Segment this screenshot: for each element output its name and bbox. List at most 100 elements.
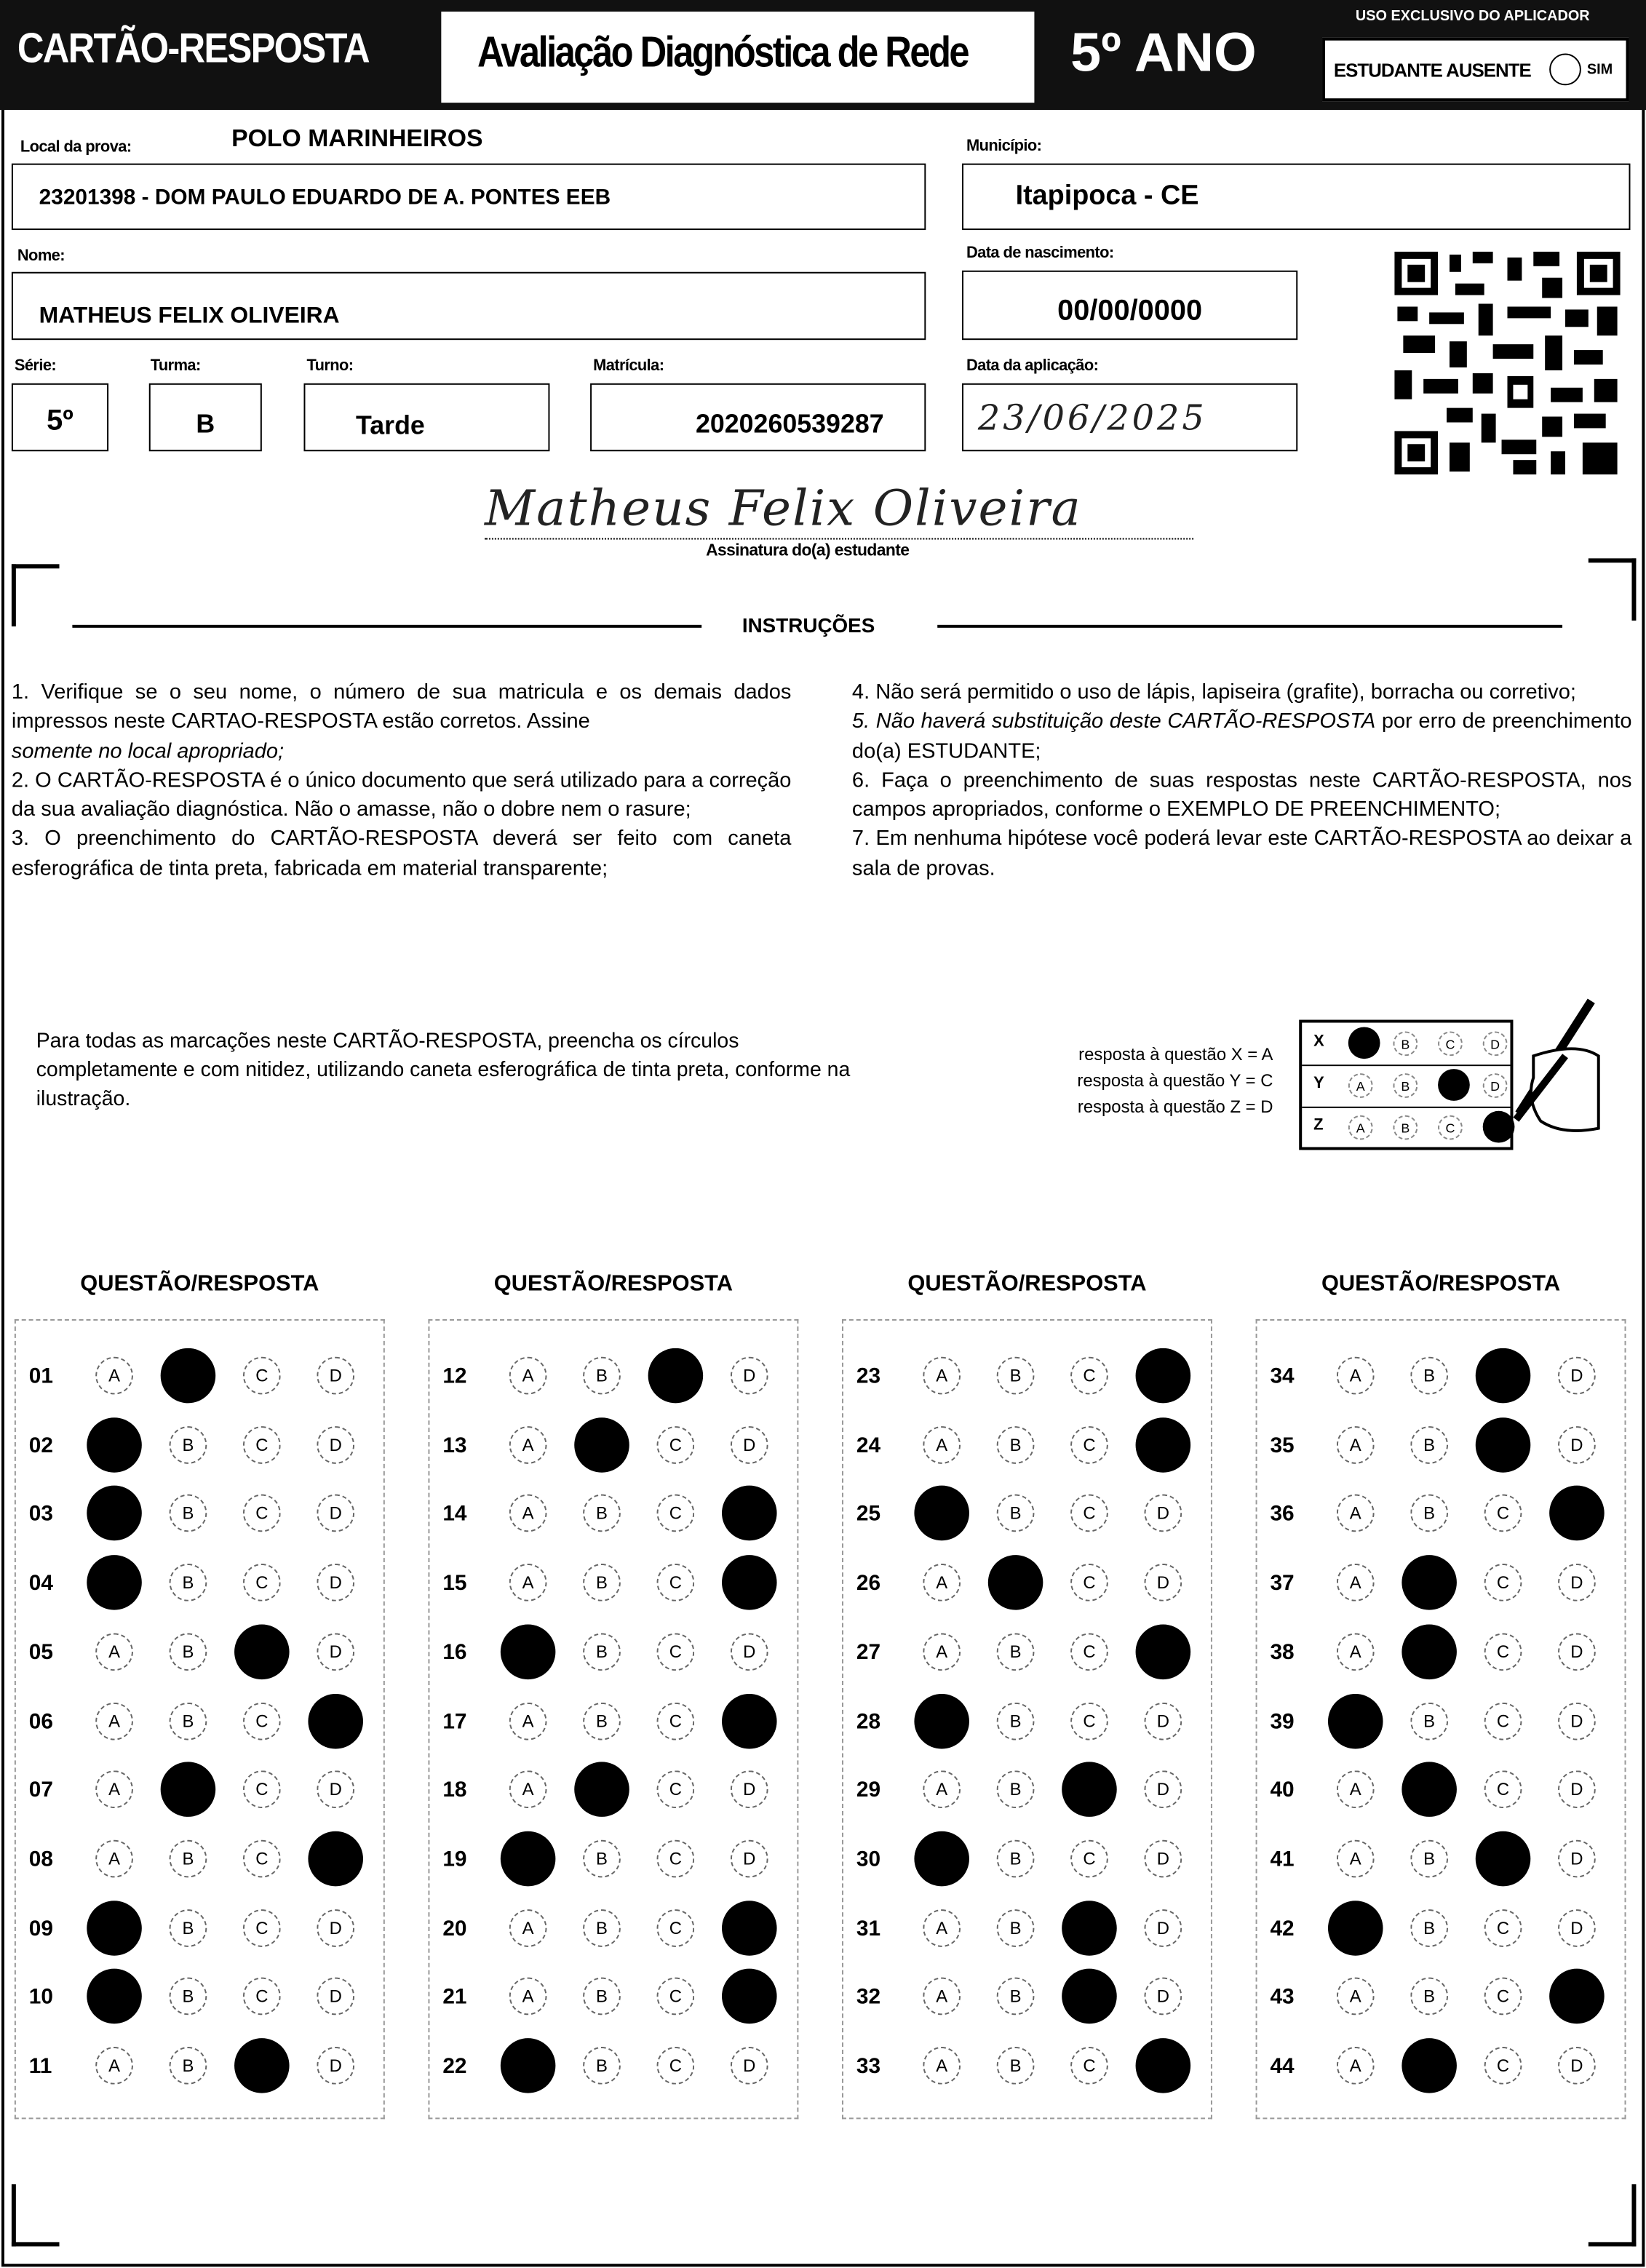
answer-bubble-d[interactable]: D xyxy=(1135,1417,1191,1473)
answer-bubble-b[interactable]: B xyxy=(583,1633,621,1671)
answer-bubble-a[interactable]: A xyxy=(509,1495,547,1533)
answer-bubble-a[interactable]: A xyxy=(95,1356,133,1395)
answer-bubble-c[interactable]: C xyxy=(656,1633,695,1671)
answer-bubble-c[interactable]: C xyxy=(1070,2047,1108,2085)
answer-bubble-c[interactable]: C xyxy=(1070,1425,1108,1464)
answer-bubble-b[interactable]: B xyxy=(169,1425,207,1464)
answer-bubble-c[interactable]: C xyxy=(242,1909,281,1947)
answer-bubble-d[interactable]: D xyxy=(1144,1701,1182,1740)
answer-bubble-d[interactable]: D xyxy=(317,1425,355,1464)
answer-bubble-b[interactable]: B xyxy=(1410,1495,1448,1533)
answer-bubble-b[interactable]: B xyxy=(160,1762,216,1818)
answer-bubble-a[interactable]: A xyxy=(509,1564,547,1601)
answer-bubble-a[interactable]: A xyxy=(1336,1978,1375,2016)
answer-bubble-b[interactable]: B xyxy=(996,1495,1035,1533)
answer-bubble-a[interactable]: A xyxy=(87,1417,142,1473)
answer-bubble-d[interactable]: D xyxy=(1144,1564,1182,1601)
answer-bubble-c[interactable]: C xyxy=(656,1495,695,1533)
answer-bubble-a[interactable]: A xyxy=(87,1555,142,1610)
answer-bubble-c[interactable]: C xyxy=(1070,1839,1108,1878)
answer-bubble-c[interactable]: C xyxy=(1484,1770,1522,1809)
answer-bubble-a[interactable]: A xyxy=(914,1831,969,1887)
answer-bubble-c[interactable]: C xyxy=(1484,1564,1522,1601)
answer-bubble-b[interactable]: B xyxy=(1410,1839,1448,1878)
answer-bubble-c[interactable]: C xyxy=(656,1770,695,1809)
answer-bubble-a[interactable]: A xyxy=(1336,1356,1375,1395)
answer-bubble-a[interactable]: A xyxy=(1336,1564,1375,1601)
answer-bubble-d[interactable]: D xyxy=(308,1831,363,1887)
answer-bubble-c[interactable]: C xyxy=(656,1978,695,2016)
answer-bubble-b[interactable]: B xyxy=(1410,1978,1448,2016)
absent-bubble[interactable] xyxy=(1549,53,1581,86)
answer-bubble-d[interactable]: D xyxy=(1144,1495,1182,1533)
answer-bubble-c[interactable]: C xyxy=(242,1839,281,1878)
answer-bubble-b[interactable]: B xyxy=(1410,1425,1448,1464)
answer-bubble-c[interactable]: C xyxy=(1062,1969,1117,2024)
answer-bubble-a[interactable]: A xyxy=(87,1486,142,1541)
answer-bubble-b[interactable]: B xyxy=(1410,1909,1448,1947)
answer-bubble-a[interactable]: A xyxy=(509,1356,547,1395)
answer-bubble-b[interactable]: B xyxy=(160,1348,216,1404)
answer-bubble-a[interactable]: A xyxy=(914,1486,969,1541)
answer-bubble-c[interactable]: C xyxy=(1475,1348,1531,1404)
answer-bubble-b[interactable]: B xyxy=(574,1762,629,1818)
answer-bubble-d[interactable]: D xyxy=(730,1839,768,1878)
answer-bubble-c[interactable]: C xyxy=(1484,2047,1522,2085)
answer-bubble-d[interactable]: D xyxy=(722,1969,777,2024)
answer-bubble-d[interactable]: D xyxy=(1135,1348,1191,1404)
answer-bubble-a[interactable]: A xyxy=(95,1770,133,1809)
answer-bubble-c[interactable]: C xyxy=(242,1425,281,1464)
answer-bubble-a[interactable]: A xyxy=(1327,1900,1383,1955)
answer-bubble-c[interactable]: C xyxy=(656,2047,695,2085)
answer-bubble-c[interactable]: C xyxy=(234,1624,290,1679)
answer-bubble-d[interactable]: D xyxy=(1558,2047,1596,2085)
answer-bubble-c[interactable]: C xyxy=(1062,1762,1117,1818)
answer-bubble-c[interactable]: C xyxy=(1070,1356,1108,1395)
answer-bubble-a[interactable]: A xyxy=(1336,1770,1375,1809)
answer-bubble-d[interactable]: D xyxy=(1558,1909,1596,1947)
answer-bubble-b[interactable]: B xyxy=(1410,1356,1448,1395)
answer-bubble-d[interactable]: D xyxy=(1549,1969,1605,2024)
answer-bubble-c[interactable]: C xyxy=(656,1425,695,1464)
answer-bubble-a[interactable]: A xyxy=(95,2047,133,2085)
answer-bubble-d[interactable]: D xyxy=(1558,1356,1596,1395)
answer-bubble-d[interactable]: D xyxy=(317,1770,355,1809)
answer-bubble-b[interactable]: B xyxy=(169,1839,207,1878)
answer-bubble-a[interactable]: A xyxy=(1336,1839,1375,1878)
answer-bubble-d[interactable]: D xyxy=(722,1555,777,1610)
answer-bubble-a[interactable]: A xyxy=(923,1633,961,1671)
answer-bubble-b[interactable]: B xyxy=(996,1633,1035,1671)
answer-bubble-b[interactable]: B xyxy=(996,1770,1035,1809)
answer-bubble-a[interactable]: A xyxy=(923,1978,961,2016)
answer-bubble-b[interactable]: B xyxy=(583,1356,621,1395)
answer-bubble-d[interactable]: D xyxy=(722,1900,777,1955)
answer-bubble-a[interactable]: A xyxy=(923,1564,961,1601)
answer-bubble-c[interactable]: C xyxy=(242,1356,281,1395)
answer-bubble-d[interactable]: D xyxy=(722,1486,777,1541)
answer-bubble-b[interactable]: B xyxy=(996,1356,1035,1395)
answer-bubble-d[interactable]: D xyxy=(317,1495,355,1533)
answer-bubble-a[interactable]: A xyxy=(1336,2047,1375,2085)
answer-bubble-a[interactable]: A xyxy=(95,1839,133,1878)
answer-bubble-d[interactable]: D xyxy=(317,2047,355,2085)
answer-bubble-d[interactable]: D xyxy=(722,1692,777,1748)
answer-bubble-a[interactable]: A xyxy=(914,1692,969,1748)
answer-bubble-b[interactable]: B xyxy=(996,2047,1035,2085)
answer-bubble-a[interactable]: A xyxy=(500,2038,556,2093)
answer-bubble-d[interactable]: D xyxy=(1135,2038,1191,2093)
answer-bubble-d[interactable]: D xyxy=(730,2047,768,2085)
answer-bubble-d[interactable]: D xyxy=(317,1909,355,1947)
answer-bubble-a[interactable]: A xyxy=(1336,1495,1375,1533)
answer-bubble-b[interactable]: B xyxy=(1402,1762,1457,1818)
answer-bubble-a[interactable]: A xyxy=(87,1969,142,2024)
answer-bubble-d[interactable]: D xyxy=(317,1978,355,2016)
answer-bubble-b[interactable]: B xyxy=(987,1555,1043,1610)
answer-bubble-b[interactable]: B xyxy=(583,1564,621,1601)
answer-bubble-c[interactable]: C xyxy=(1070,1495,1108,1533)
answer-bubble-a[interactable]: A xyxy=(509,1425,547,1464)
answer-bubble-a[interactable]: A xyxy=(95,1701,133,1740)
answer-bubble-a[interactable]: A xyxy=(509,1978,547,2016)
answer-bubble-c[interactable]: C xyxy=(242,1701,281,1740)
answer-bubble-b[interactable]: B xyxy=(574,1417,629,1473)
answer-bubble-b[interactable]: B xyxy=(996,1425,1035,1464)
